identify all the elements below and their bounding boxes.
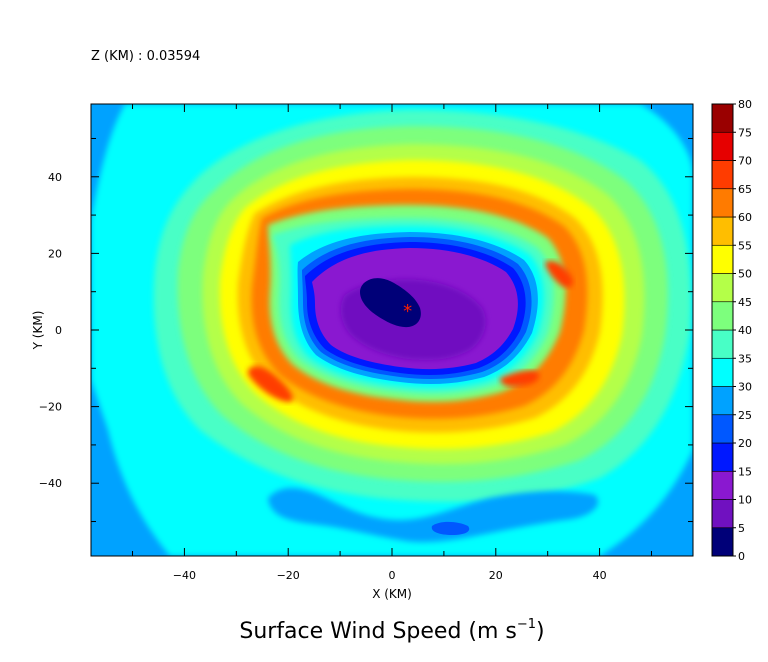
contour-field <box>91 104 693 556</box>
y-axis-label: Y (KM) <box>31 311 45 351</box>
colorbar-swatch <box>711 273 734 303</box>
colorbar-swatch <box>711 470 734 500</box>
colorbar-swatch <box>711 527 734 557</box>
x-tick-label: 20 <box>489 569 503 582</box>
colorbar-swatch <box>711 301 734 331</box>
colorbar-swatch <box>711 386 734 416</box>
colorbar-label: 60 <box>738 211 752 224</box>
contour-max-west <box>248 365 293 402</box>
colorbar-swatch <box>711 414 734 444</box>
colorbar-label: 75 <box>738 126 752 139</box>
chart-title-close: ) <box>536 619 545 644</box>
chart-title-superscript: −1 <box>517 617 536 632</box>
colorbar-labels: 0 5 10 15 20 25 30 35 40 45 50 55 60 65 70 75 80 <box>738 98 752 563</box>
x-tick-labels: −40 −20 0 20 40 <box>173 569 607 582</box>
y-tick-label: −40 <box>39 477 62 490</box>
colorbar-label: 50 <box>738 268 752 281</box>
colorbar-label: 70 <box>738 155 752 168</box>
colorbar-swatch <box>711 160 734 190</box>
y-tick-label: 0 <box>55 324 62 337</box>
colorbar-label: 20 <box>738 437 752 450</box>
colorbar-label: 80 <box>738 98 752 111</box>
contour-band-south-low <box>268 488 599 543</box>
contour-south-minimum <box>431 521 470 535</box>
colorbar-swatch <box>711 244 734 274</box>
chart-title-main: Surface Wind Speed (m s <box>239 619 517 644</box>
colorbar-label: 35 <box>738 352 752 365</box>
y-tick-label: −20 <box>39 401 62 414</box>
contour-band-0-5 <box>360 278 421 328</box>
colorbar-ticks <box>733 103 736 557</box>
colorbar-swatch <box>711 329 734 359</box>
colorbar-label: 15 <box>738 465 752 478</box>
x-tick-label: −20 <box>277 569 300 582</box>
height-label: Z (KM) : 0.03594 <box>91 49 200 64</box>
y-tick-labels: −40 −20 0 20 40 <box>39 171 62 490</box>
colorbar <box>711 103 734 557</box>
colorbar-label: 40 <box>738 324 752 337</box>
colorbar-label: 55 <box>738 239 752 252</box>
colorbar-swatch <box>711 216 734 246</box>
colorbar-swatch <box>711 499 734 529</box>
x-tick-label: 0 <box>389 569 396 582</box>
x-axis-label: X (KM) <box>372 587 412 601</box>
colorbar-swatch <box>711 357 734 387</box>
colorbar-swatch <box>711 103 734 133</box>
chart-title: Surface Wind Speed (m s−1) <box>239 617 544 644</box>
colorbar-swatch <box>711 131 734 161</box>
colorbar-label: 0 <box>738 550 745 563</box>
axis-ticks <box>91 104 693 556</box>
x-tick-label: 40 <box>593 569 607 582</box>
colorbar-label: 10 <box>738 494 752 507</box>
colorbar-label: 25 <box>738 409 752 422</box>
y-tick-label: 20 <box>48 247 62 260</box>
colorbar-label: 65 <box>738 183 752 196</box>
colorbar-label: 30 <box>738 381 752 394</box>
colorbar-label: 5 <box>738 522 745 535</box>
colorbar-swatch <box>711 188 734 218</box>
colorbar-swatch <box>711 442 734 472</box>
y-tick-label: 40 <box>48 171 62 184</box>
contour-max-east <box>500 370 540 387</box>
colorbar-label: 45 <box>738 296 752 309</box>
storm-center-marker: * <box>403 301 412 322</box>
contour-max-northeast <box>545 260 573 288</box>
x-tick-label: −40 <box>173 569 196 582</box>
